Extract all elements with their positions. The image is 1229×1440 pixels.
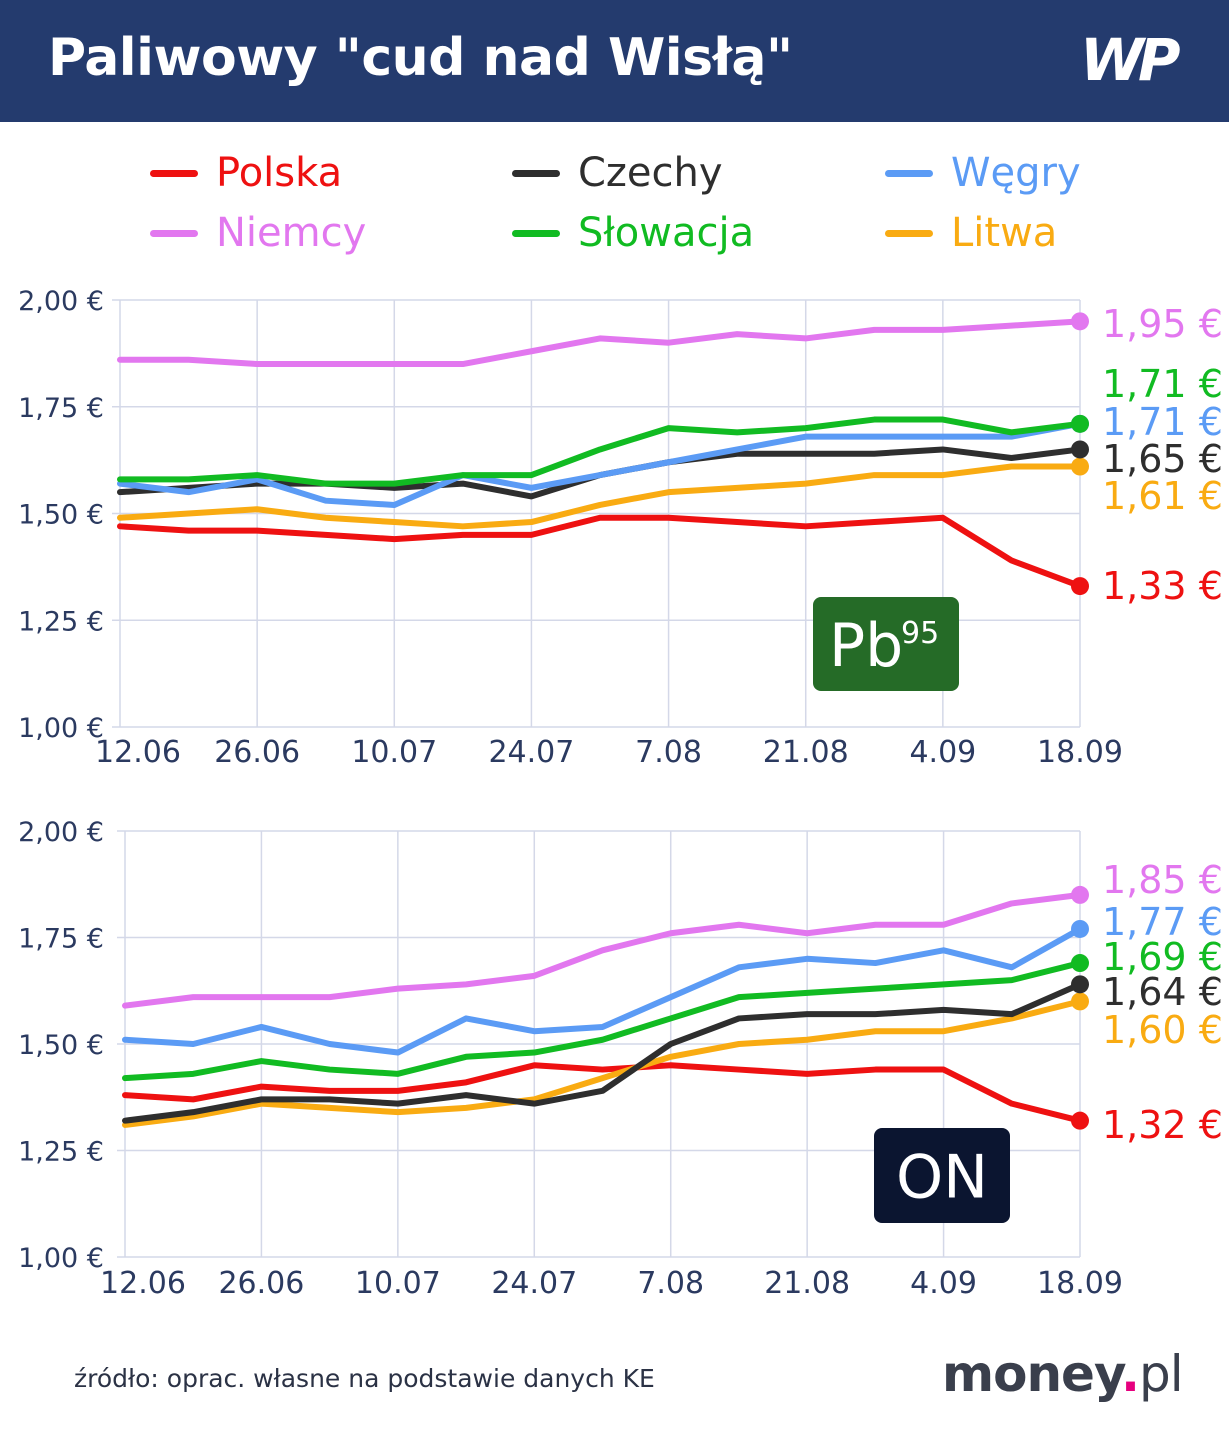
- legend-item-niemcy: Niemcy: [150, 210, 366, 256]
- x-tick-label: 24.07: [491, 1266, 577, 1301]
- end-point-litwa: [1071, 457, 1089, 476]
- y-tick-label: 1,25 €: [18, 1137, 104, 1168]
- x-tick-label: 21.08: [764, 1266, 850, 1301]
- chart-0: 2,00 € 1,75 € 1,50 € 1,25 € 1,00 €12.06 26.06…: [18, 286, 1223, 770]
- end-label-słowacja: 1,69 €: [1102, 935, 1223, 979]
- y-tick-label: 1,75 €: [18, 393, 104, 424]
- y-tick-label: 1,00 €: [18, 1243, 104, 1274]
- legend-label: Węgry: [951, 150, 1081, 196]
- end-point-litwa: [1071, 992, 1089, 1011]
- wp-logo: WP: [1080, 26, 1181, 94]
- y-tick-label: 1,00 €: [18, 713, 104, 744]
- legend-item-slowacja: Słowacja: [512, 210, 754, 256]
- legend-item-wegry: Węgry: [885, 150, 1081, 196]
- fuel-badge-label: Pb: [829, 611, 903, 681]
- end-point-niemcy: [1071, 312, 1089, 331]
- y-tick-label: 2,00 €: [18, 817, 104, 848]
- y-tick-label: 1,50 €: [18, 500, 104, 531]
- end-label-niemcy: 1,85 €: [1102, 858, 1223, 902]
- series-line-słowacja: [117, 416, 1083, 487]
- series-line-węgry: [117, 420, 1083, 508]
- end-point-słowacja: [1071, 954, 1089, 973]
- x-tick-label: 24.07: [488, 735, 574, 770]
- end-label-węgry: 1,71 €: [1102, 400, 1223, 444]
- end-label-słowacja: 1,71 €: [1102, 362, 1223, 406]
- end-label-niemcy: 1,95 €: [1102, 302, 1223, 346]
- end-label-czechy: 1,64 €: [1102, 970, 1223, 1014]
- end-label-polska: 1,33 €: [1102, 564, 1223, 608]
- fuel-badge: [813, 597, 959, 691]
- fuel-badge-sup: 95: [901, 616, 939, 651]
- series-line-węgry: [122, 925, 1083, 1056]
- y-tick-label: 2,00 €: [18, 286, 104, 317]
- legend-label: Niemcy: [216, 210, 367, 256]
- source-note: źródło: oprac. własne na podstawie danyc…: [74, 1364, 655, 1393]
- x-tick-label: 26.06: [214, 735, 300, 770]
- series-line-słowacja: [122, 960, 1083, 1082]
- legend-item-czechy: Czechy: [512, 150, 723, 196]
- end-label-czechy: 1,65 €: [1102, 437, 1223, 481]
- end-point-niemcy: [1071, 885, 1089, 904]
- x-tick-label: 12.06: [95, 735, 181, 770]
- end-point-polska: [1071, 577, 1089, 596]
- end-point-słowacja: [1071, 414, 1089, 433]
- page-title: Paliwowy "cud nad Wisłą": [48, 28, 793, 88]
- x-tick-label: 4.09: [909, 735, 976, 770]
- legend-item-litwa: Litwa: [885, 210, 1057, 256]
- series-line-polska: [122, 1062, 1083, 1124]
- x-tick-label: 18.09: [1037, 735, 1123, 770]
- chart-1: 2,00 € 1,75 € 1,50 € 1,25 € 1,00 €12.06 26.06…: [18, 817, 1223, 1301]
- series-line-niemcy: [117, 318, 1083, 368]
- legend-label: Słowacja: [578, 210, 755, 256]
- fuel-badge-label: ON: [896, 1143, 988, 1213]
- x-tick-label: 18.09: [1037, 1266, 1123, 1301]
- x-tick-label: 7.08: [635, 735, 702, 770]
- x-tick-label: 12.06: [100, 1266, 186, 1301]
- y-tick-label: 1,50 €: [18, 1030, 104, 1061]
- money-pl-logo: money.pl: [942, 1345, 1184, 1403]
- fuel-badge: [874, 1128, 1010, 1223]
- legend-label: Litwa: [951, 210, 1058, 256]
- end-point-czechy: [1071, 440, 1089, 459]
- series-line-litwa: [117, 463, 1083, 530]
- legend-label: Polska: [216, 150, 343, 196]
- x-tick-label: 10.07: [351, 735, 437, 770]
- x-tick-label: 21.08: [763, 735, 849, 770]
- series-line-niemcy: [122, 891, 1083, 1009]
- end-point-czechy: [1071, 975, 1089, 994]
- end-point-węgry: [1071, 919, 1089, 938]
- x-tick-label: 7.08: [637, 1266, 704, 1301]
- end-point-polska: [1071, 1111, 1089, 1130]
- y-tick-label: 1,25 €: [18, 606, 104, 637]
- legend: Polska Czechy Węgry Niemcy Słowacja Litw…: [0, 140, 1229, 260]
- y-tick-label: 1,75 €: [18, 924, 104, 955]
- x-tick-label: 26.06: [218, 1266, 304, 1301]
- series-line-polska: [117, 514, 1083, 590]
- header: Paliwowy "cud nad Wisłą" WP: [0, 0, 1229, 122]
- end-label-węgry: 1,77 €: [1102, 900, 1223, 944]
- legend-label: Czechy: [578, 150, 723, 196]
- end-label-polska: 1,32 €: [1102, 1103, 1223, 1147]
- x-tick-label: 4.09: [910, 1266, 977, 1301]
- x-tick-label: 10.07: [355, 1266, 441, 1301]
- legend-item-polska: Polska: [150, 150, 342, 196]
- end-label-litwa: 1,60 €: [1102, 1008, 1223, 1052]
- series-line-litwa: [122, 998, 1083, 1128]
- series-line-czechy: [122, 981, 1083, 1124]
- end-label-litwa: 1,61 €: [1102, 474, 1223, 518]
